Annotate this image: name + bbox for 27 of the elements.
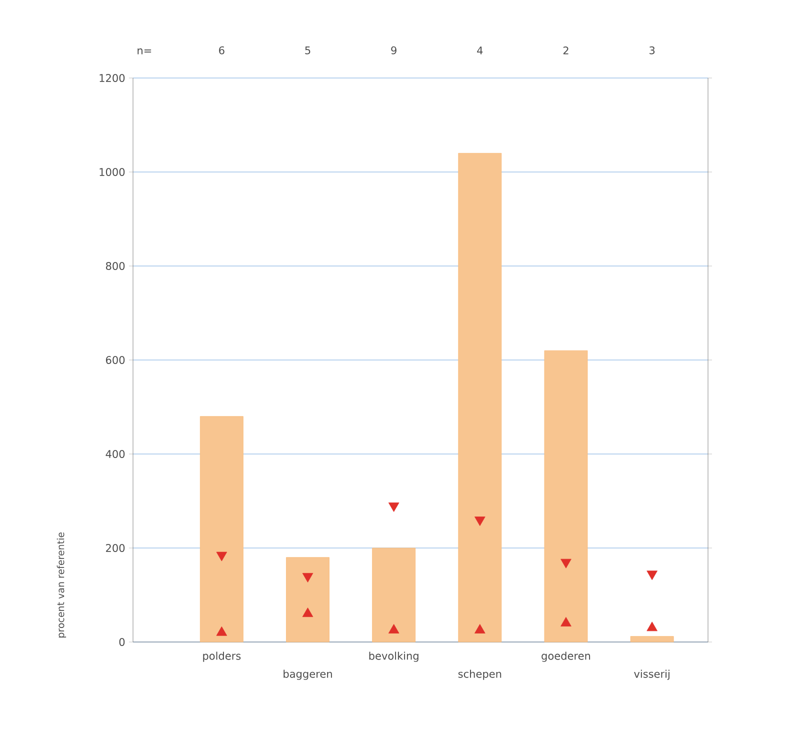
- bar: [372, 548, 416, 642]
- y-tick-label: 0: [119, 638, 125, 646]
- x-tick-label: polders: [203, 652, 241, 662]
- bar: [544, 350, 588, 642]
- bar: [630, 636, 674, 642]
- x-tick-label: baggeren: [284, 670, 332, 680]
- y-tick-label: 800: [106, 262, 125, 270]
- x-tick-label: bevolking: [369, 652, 418, 662]
- bar: [286, 557, 330, 642]
- y-tick-label: 1200: [100, 74, 125, 82]
- x-tick-label: schepen: [458, 670, 502, 680]
- x-tick-label: visserij: [634, 670, 670, 680]
- text: n=: [138, 48, 152, 54]
- y-tick-label: 1000: [100, 168, 125, 176]
- text: 4: [477, 46, 483, 54]
- text: 2: [563, 46, 568, 54]
- y-tick-label: 400: [106, 450, 125, 458]
- y-axis-title: procent van referentie: [56, 532, 66, 638]
- text: 3: [650, 46, 655, 54]
- text: 6: [219, 46, 224, 54]
- text: 5: [305, 46, 310, 54]
- y-tick-label: 600: [106, 356, 125, 364]
- bar: [200, 416, 244, 642]
- text: 9: [391, 46, 396, 54]
- y-tick-label: 200: [106, 544, 125, 552]
- bar: [458, 152, 502, 642]
- x-tick-label: goederen: [542, 652, 590, 662]
